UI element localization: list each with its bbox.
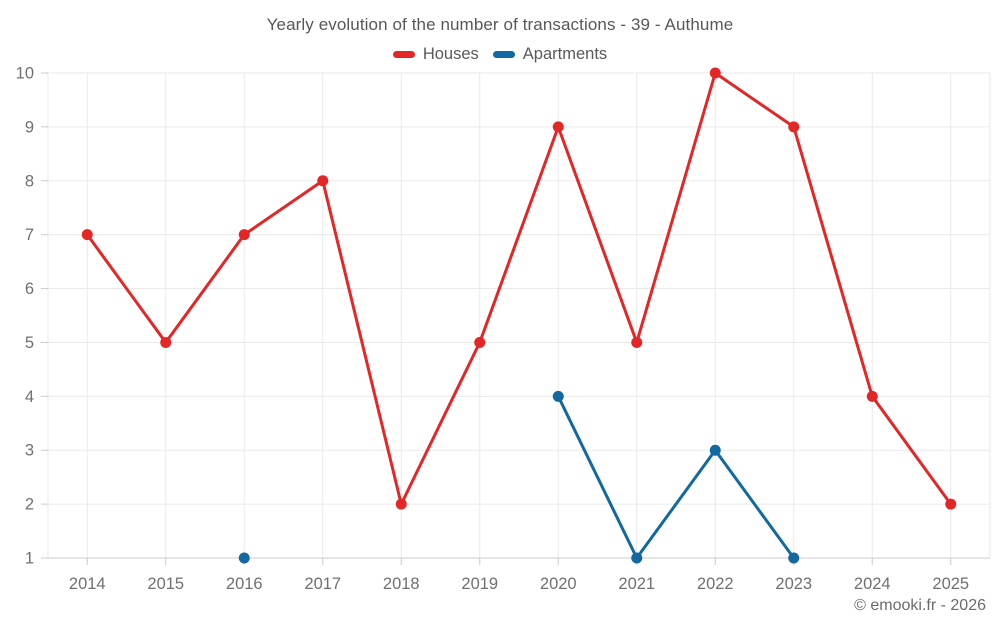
x-axis-label-2024: 2024 [854,575,891,593]
gridlines [47,72,991,558]
apartments-point-2022[interactable] [709,444,721,456]
y-axis-label-1: 1 [25,550,34,568]
y-axis-label-5: 5 [25,334,34,352]
houses-point-2019[interactable] [474,336,486,348]
houses-point-2017[interactable] [317,175,329,187]
houses-point-2024[interactable] [866,390,878,402]
houses-point-2018[interactable] [395,498,407,510]
apartments-point-2020[interactable] [552,390,564,402]
houses-point-2025[interactable] [945,498,957,510]
y-axis-label-8: 8 [25,172,34,190]
x-axis-label-2017: 2017 [304,575,341,593]
data-series [81,67,957,564]
apartments-point-2016[interactable] [238,552,250,564]
houses-point-2021[interactable] [631,336,643,348]
x-axis-label-2018: 2018 [383,575,420,593]
houses-point-2022[interactable] [709,67,721,79]
houses-point-2020[interactable] [552,121,564,133]
y-axis-label-3: 3 [25,442,34,460]
houses-point-2015[interactable] [160,336,172,348]
houses-line [85,71,953,506]
apartments-line [556,394,796,560]
axis-labels: 2014 2015 2016 2017 2018 2019 2020 2021 2022 2023… [16,65,969,594]
houses-point-2014[interactable] [81,229,93,241]
apartments-point-2023[interactable] [788,552,800,564]
apartments-legend-swatch [492,51,515,58]
x-axis-label-2014: 2014 [69,575,106,593]
chart-title: Yearly evolution of the number of transa… [266,15,734,34]
y-axis-label-9: 9 [25,118,34,136]
x-axis-label-2021: 2021 [618,575,655,593]
x-axis-label-2025: 2025 [932,575,969,593]
houses-point-2023[interactable] [788,121,800,133]
y-axis-label-10: 10 [16,65,34,83]
x-axis-label-2023: 2023 [775,575,812,593]
footer-credit: © emooki.fr - 2026 [854,597,986,614]
apartments-point-2021[interactable] [631,552,643,564]
legend-item-apartments[interactable]: Apartments [492,45,608,64]
y-axis-label-4: 4 [25,388,34,406]
houses-legend-swatch [392,51,415,58]
houses-point-2016[interactable] [238,229,250,241]
legend-item-houses[interactable]: Houses [392,45,479,64]
y-axis-label-6: 6 [25,280,34,298]
x-axis-label-2020: 2020 [540,575,577,593]
x-axis-label-2022: 2022 [697,575,734,593]
apartments-legend-label: Apartments [522,45,608,63]
legend: Houses Apartments [0,45,1000,64]
y-axis-label-7: 7 [25,226,34,244]
x-axis-label-2015: 2015 [147,575,184,593]
y-axis-label-2: 2 [25,496,34,514]
x-axis-label-2016: 2016 [226,575,263,593]
houses-legend-label: Houses [422,45,479,63]
x-axis-label-2019: 2019 [461,575,498,593]
